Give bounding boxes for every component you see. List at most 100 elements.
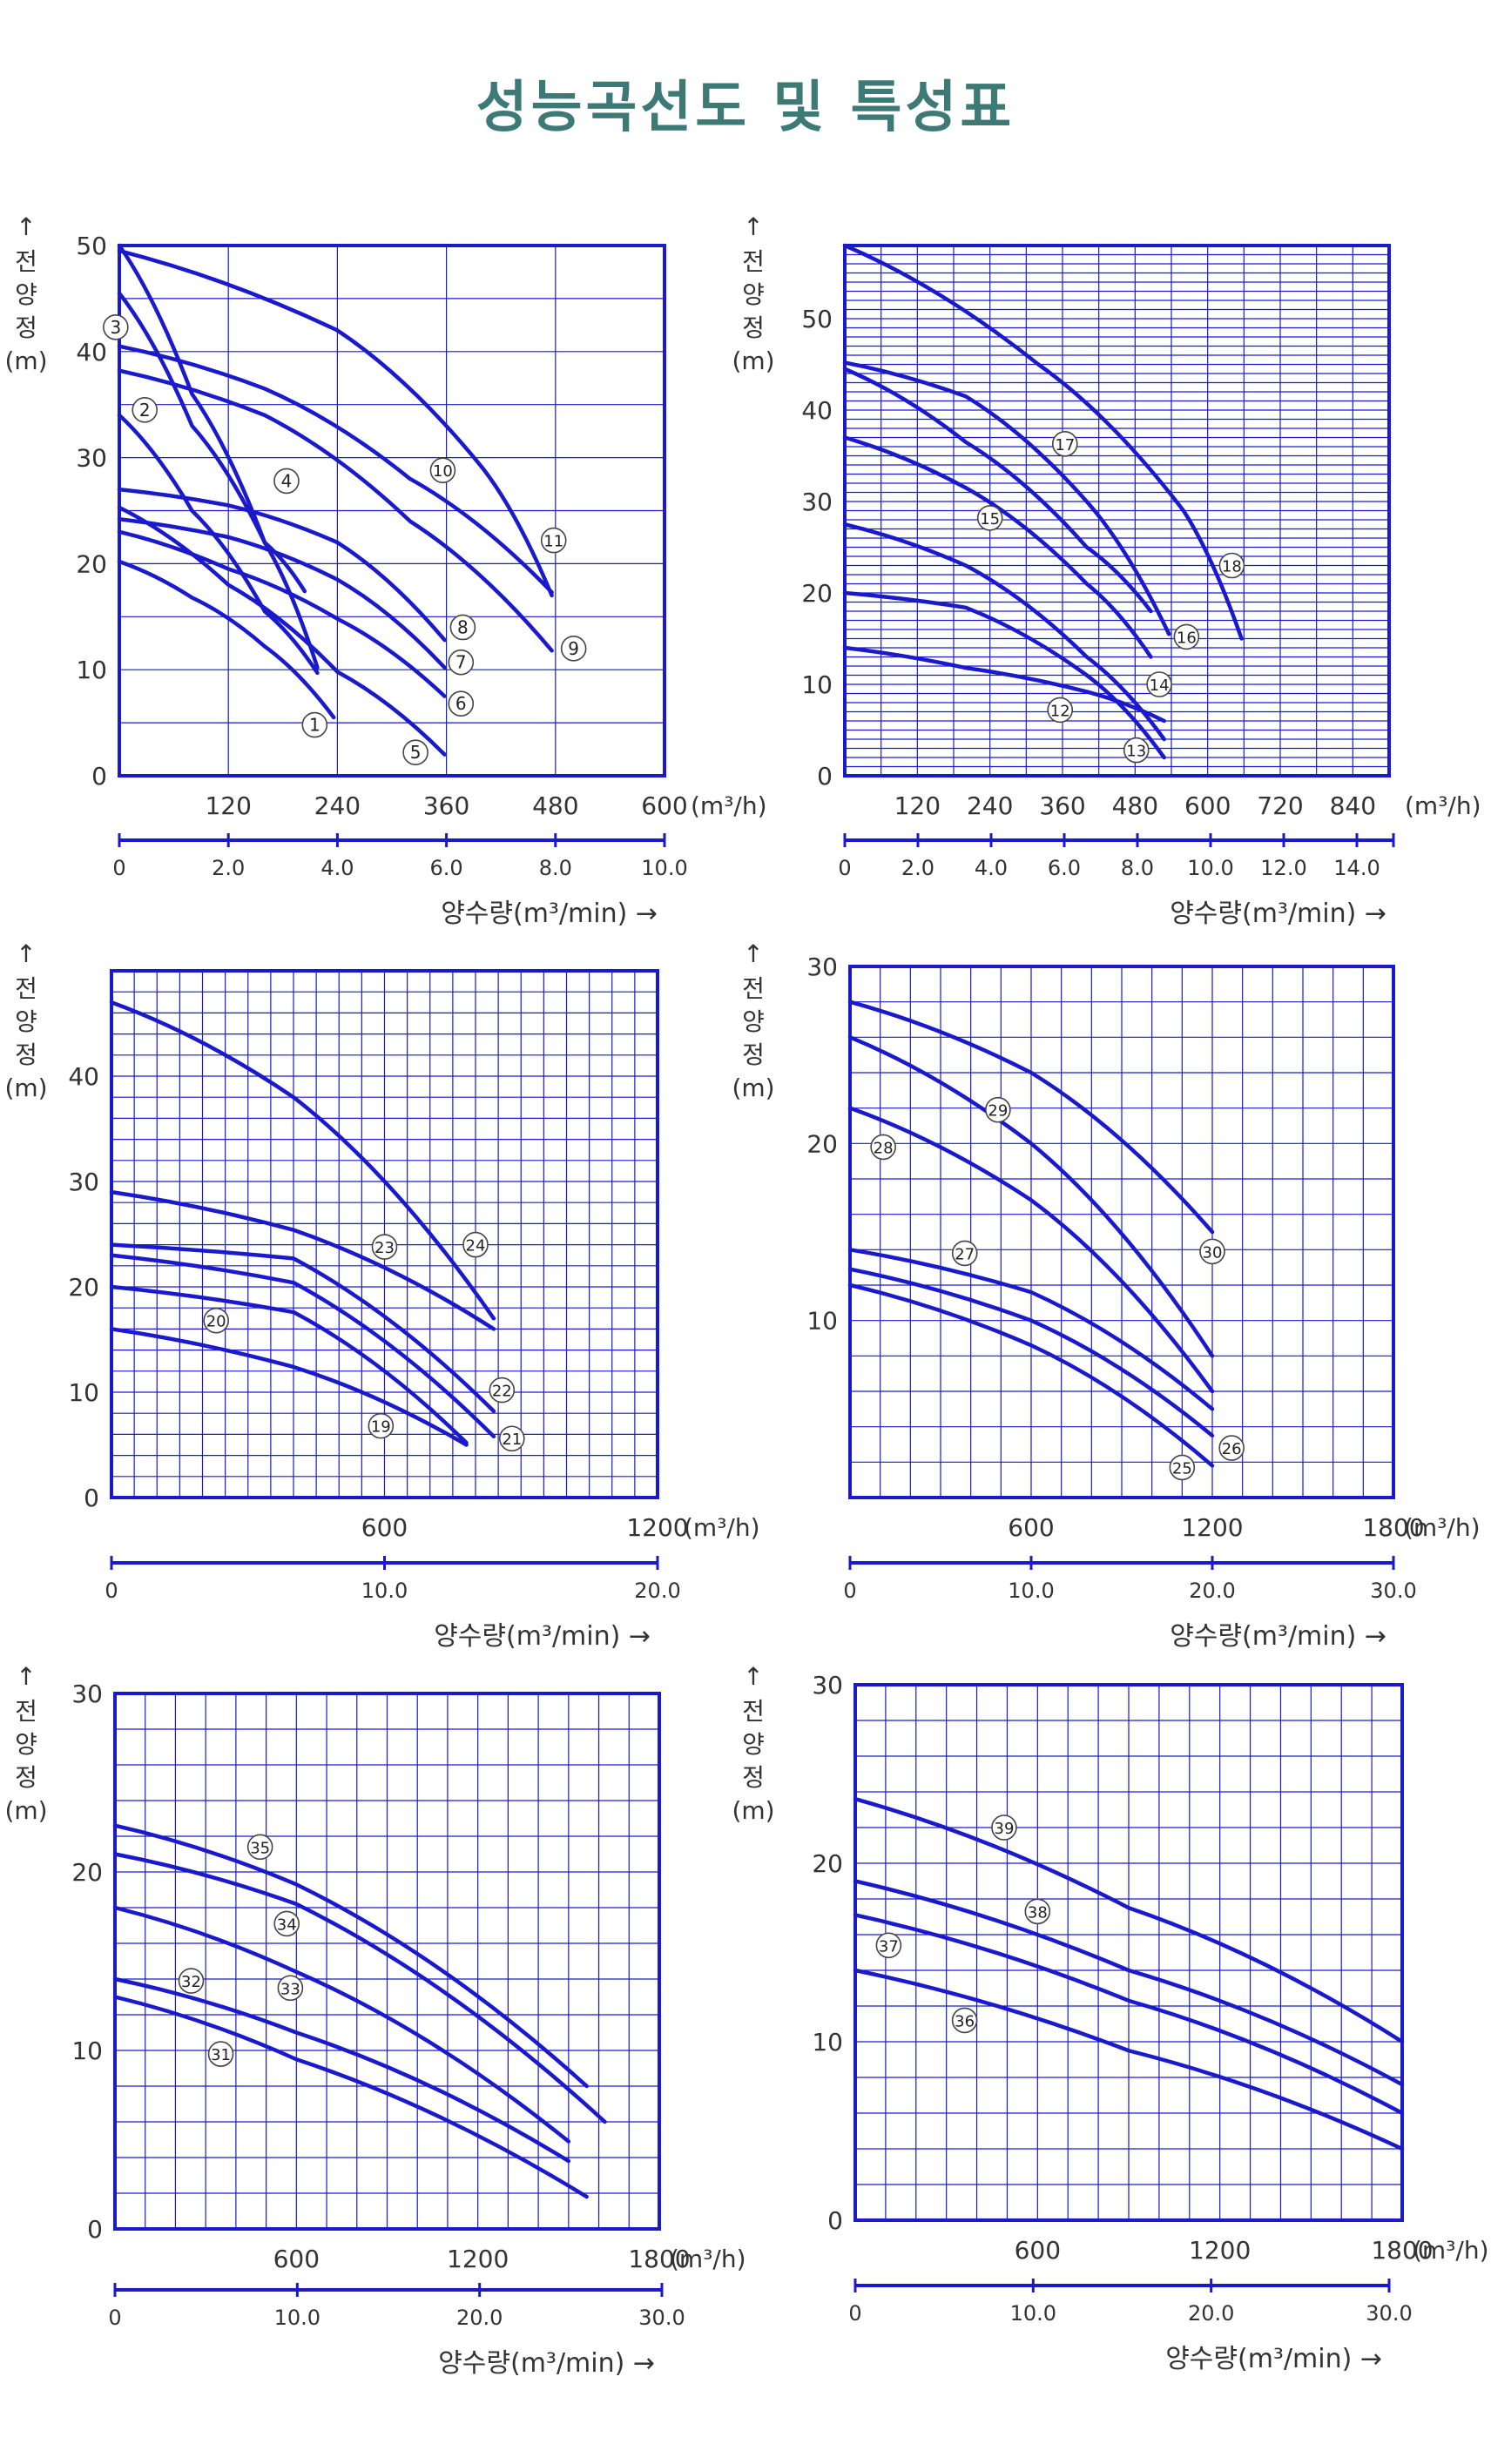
curve-label-circle	[875, 1932, 902, 1959]
y-axis-label-char: (m)	[732, 347, 774, 375]
y-tick-label: 10	[801, 670, 833, 699]
y-axis-label: ↑ 전양정 (m)	[732, 212, 774, 375]
plot-frame	[118, 244, 666, 778]
curve-16	[842, 367, 1153, 614]
curve-label-2: 2	[139, 400, 151, 421]
curve-8	[117, 487, 447, 643]
curve-label-6: 6	[455, 693, 467, 714]
secondary-tick-label: 10.0	[1010, 2301, 1056, 2326]
y-axis-label-char: 정	[15, 1040, 37, 1069]
secondary-tick-label: 0	[108, 2306, 121, 2330]
y-axis-label: ↑ 전양정 (m)	[732, 939, 774, 1102]
curve-5	[117, 505, 447, 757]
y-tick-label: 20	[812, 1849, 843, 1878]
curve-25	[847, 1282, 1215, 1468]
secondary-tick-label: 8.0	[1121, 856, 1154, 880]
y-arrow: ↑	[743, 1662, 763, 1691]
curve-label-circle	[273, 1910, 300, 1937]
curve-21	[109, 1253, 496, 1439]
y-axis-label-char: 전	[15, 974, 37, 1003]
curve-label-circle	[1199, 1238, 1225, 1265]
curve-label-circle	[540, 527, 567, 554]
curve-label-37: 37	[879, 1937, 899, 1956]
secondary-tick-label: 4.0	[975, 856, 1008, 880]
secondary-axis-label: 양수량(m³/min) →	[1165, 2344, 1382, 2374]
x-tick-label: 600	[273, 2245, 320, 2273]
curve-13	[842, 590, 1166, 760]
curve-label-1: 1	[309, 715, 320, 736]
curve-label-24: 24	[466, 1237, 486, 1256]
secondary-tick-label: 30.0	[1366, 2301, 1412, 2326]
curve-label-circle	[991, 1814, 1017, 1841]
curve-label-39: 39	[995, 1820, 1015, 1838]
chart-5: 0 10 20 30 600 1200 1800(m³/h) ↑ 전양정 (m) 0 10.0 20.0…	[4, 1662, 746, 2379]
curve-6	[117, 529, 447, 698]
chart-3: 0 10 20 30 40 600 1200(m³/h) ↑ 전양정 (m) 0 10.0 20.0 양수…	[4, 939, 759, 1652]
curve-37	[853, 1913, 1405, 2116]
curve-label-25: 25	[1172, 1459, 1192, 1478]
y-arrow: ↑	[16, 939, 36, 968]
plot-frame	[853, 1683, 1404, 2222]
y-tick-label: 30	[76, 444, 107, 473]
curve-label-circle	[498, 1425, 525, 1452]
y-arrow: ↑	[16, 212, 36, 241]
y-tick-label: 20	[801, 579, 833, 608]
curve-15	[842, 435, 1153, 659]
y-axis-label-char: 양	[15, 280, 37, 309]
y-axis-label-char: 전	[15, 247, 37, 276]
x-tick-label: 840	[1330, 791, 1376, 820]
x-tick-label: 360	[1039, 791, 1085, 820]
curve-label-33: 33	[280, 1980, 300, 1998]
curve-14	[842, 522, 1166, 742]
y-axis-label-char: 전	[742, 247, 765, 276]
y-axis-label-char: 정	[742, 1763, 765, 1792]
curve-label-34: 34	[277, 1915, 297, 1934]
y-tick-label: 10	[812, 2028, 843, 2057]
y-axis-label: ↑ 전양정 (m)	[4, 939, 47, 1102]
curve-19	[109, 1327, 469, 1447]
secondary-tick-label: 20.0	[1189, 1579, 1235, 1603]
secondary-tick-label: 10.0	[361, 1579, 408, 1603]
curve-label-circle	[448, 649, 475, 676]
y-axis-label: ↑ 전양정 (m)	[4, 1662, 47, 1825]
x-tick-label: 600	[1015, 2236, 1061, 2265]
curve-label-18: 18	[1222, 558, 1242, 576]
curve-30	[847, 1000, 1215, 1235]
curve-label-circle	[976, 505, 1003, 531]
curve-35	[112, 1823, 589, 2089]
curve-label-circle	[429, 457, 456, 484]
y-tick-label: 10	[76, 656, 107, 684]
y-tick-label: 20	[76, 549, 107, 578]
secondary-tick-label: 0	[848, 2301, 861, 2326]
x-tick-label: 600	[361, 1513, 408, 1542]
curve-11	[117, 248, 554, 598]
curve-label-28: 28	[874, 1139, 894, 1157]
x-unit-label: (m³/h)	[1404, 1513, 1481, 1542]
y-tick-label: 0	[817, 762, 833, 791]
curve-38	[853, 1879, 1405, 2087]
secondary-tick-label: 2.0	[901, 856, 934, 880]
y-axis-label-char: 정	[15, 1763, 37, 1792]
curve-label-circle	[1218, 552, 1245, 579]
y-tick-label: 40	[801, 396, 833, 425]
secondary-tick-label: 10.0	[274, 2306, 320, 2330]
x-tick-label: 1200	[447, 2245, 509, 2273]
chart-6: 0 10 20 30 600 1200 1800(m³/h) ↑ 전양정 (m) 0 10.0 20.0…	[732, 1662, 1488, 2374]
curve-label-14: 14	[1150, 677, 1170, 695]
curve-label-circle	[203, 1307, 229, 1334]
curve-label-circle	[1169, 1454, 1196, 1481]
curve-label-circle	[1024, 1898, 1051, 1925]
curve-label-19: 19	[371, 1418, 391, 1437]
y-axis-label-char: 정	[15, 313, 37, 342]
curve-4	[117, 291, 307, 594]
curve-34	[112, 1852, 607, 2124]
curve-label-4: 4	[281, 470, 293, 491]
curve-20	[109, 1284, 469, 1445]
x-tick-label: 1200	[1189, 2236, 1251, 2265]
curve-label-circle	[951, 2007, 978, 2034]
y-tick-label: 20	[806, 1129, 838, 1158]
curve-label-3: 3	[110, 317, 121, 338]
secondary-axis-label: 양수량(m³/min) →	[438, 2348, 655, 2379]
x-tick-label: 1800	[628, 2245, 690, 2273]
